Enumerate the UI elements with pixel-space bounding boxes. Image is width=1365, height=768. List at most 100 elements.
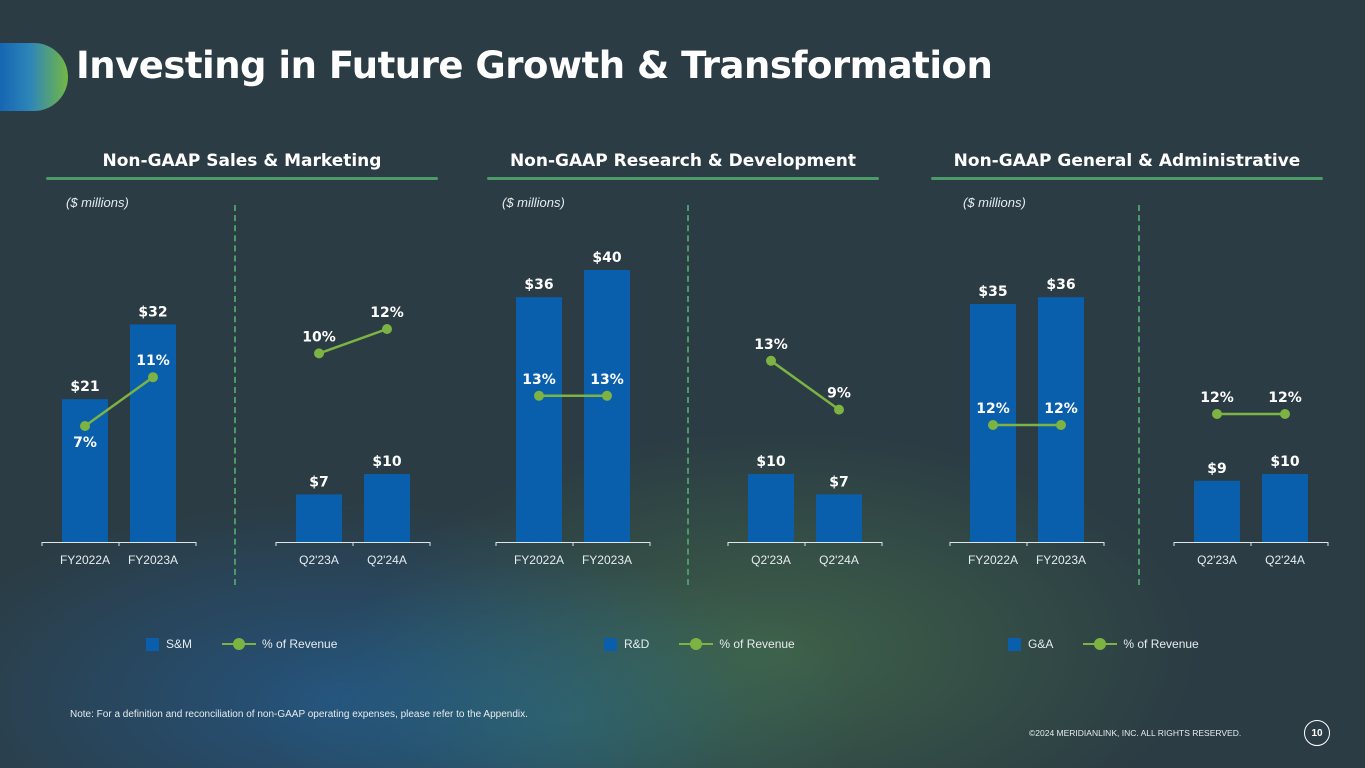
page-number: 10 xyxy=(1304,720,1330,746)
chart-group: $21 FY2022A $32 FY2023A 7% 11% xyxy=(41,304,197,567)
legend-line-marker xyxy=(222,637,257,651)
legend-line-marker xyxy=(679,637,714,651)
bar xyxy=(1038,297,1084,542)
footnote: Note: For a definition and reconciliatio… xyxy=(70,709,528,720)
chart-divider xyxy=(687,205,689,585)
bar xyxy=(364,474,410,542)
bar xyxy=(584,270,630,542)
panel-rule xyxy=(46,177,438,180)
legend-line-marker xyxy=(1083,637,1118,651)
pct-value-label: 13% xyxy=(754,337,788,353)
pct-point xyxy=(382,324,392,334)
bar-value-label: $10 xyxy=(372,454,401,470)
x-tick-label: Q2'24A xyxy=(367,553,407,567)
legend: S&M % of Revenue xyxy=(146,635,337,653)
legend-bar-swatch xyxy=(146,637,159,651)
panel-sales-marketing: Non-GAAP Sales & Marketing ($ millions) … xyxy=(46,145,438,665)
pct-point xyxy=(80,421,90,431)
panel-title: Non-GAAP Sales & Marketing xyxy=(102,151,382,171)
pct-value-label: 11% xyxy=(136,353,170,369)
panel-research-development: Non-GAAP Research & Development ($ milli… xyxy=(487,145,879,665)
bar-value-label: $21 xyxy=(70,379,99,395)
chart-divider xyxy=(234,205,236,585)
x-tick-label: Q2'24A xyxy=(1265,553,1305,567)
x-tick-label: Q2'23A xyxy=(299,553,339,567)
x-tick-label: Q2'24A xyxy=(819,553,859,567)
pct-point xyxy=(148,372,158,383)
legend: R&D % of Revenue xyxy=(604,635,795,653)
pct-value-label: 7% xyxy=(73,435,97,451)
pct-value-label: 12% xyxy=(1268,390,1302,406)
copyright: ©2024 MERIDIANLINK, INC. ALL RIGHTS RESE… xyxy=(1029,728,1242,738)
legend: G&A % of Revenue xyxy=(1008,635,1199,653)
units-label: ($ millions) xyxy=(963,195,1026,210)
legend-bar-label: G&A xyxy=(1028,637,1054,651)
pct-value-label: 13% xyxy=(590,372,624,388)
panel-general-administrative: Non-GAAP General & Administrative ($ mil… xyxy=(931,145,1323,665)
x-tick-label: FY2022A xyxy=(60,553,110,567)
chart-divider xyxy=(1138,205,1140,585)
chart-group: $35 FY2022A $36 FY2023A 12% 12% xyxy=(949,277,1105,567)
bar-value-label: $9 xyxy=(1207,461,1226,477)
pct-point xyxy=(314,348,324,359)
pct-value-label: 12% xyxy=(1044,401,1078,417)
legend-bar-swatch xyxy=(1008,637,1021,651)
legend-line-label: % of Revenue xyxy=(262,637,338,651)
legend-bar-label: S&M xyxy=(166,637,193,651)
pct-point xyxy=(766,355,776,366)
bar xyxy=(130,324,176,542)
x-tick-label: FY2022A xyxy=(514,553,564,567)
units-label: ($ millions) xyxy=(502,195,565,210)
bar xyxy=(516,297,562,542)
legend-line-label: % of Revenue xyxy=(1123,637,1199,651)
x-tick-label: FY2022A xyxy=(968,553,1018,567)
x-tick-label: Q2'23A xyxy=(1197,553,1237,567)
pct-value-label: 13% xyxy=(522,372,556,388)
bar-value-label: $10 xyxy=(1270,454,1299,470)
pct-point xyxy=(1212,409,1222,419)
title-accent-pill xyxy=(0,43,68,111)
bar-value-label: $7 xyxy=(829,474,848,490)
pct-point xyxy=(834,404,844,415)
chart-group: $10 Q2'23A $7 Q2'24A 13% 9% xyxy=(727,337,883,567)
chart-group: $9 Q2'23A $10 Q2'24A 12% 12% xyxy=(1173,390,1329,567)
pct-line xyxy=(770,359,840,411)
bar xyxy=(296,494,342,542)
pct-point xyxy=(988,420,998,430)
pct-point xyxy=(534,390,544,401)
pct-value-label: 12% xyxy=(1200,390,1234,406)
pct-value-label: 10% xyxy=(302,329,336,345)
panel-rule xyxy=(931,177,1323,180)
bar-value-label: $32 xyxy=(138,304,167,320)
pct-line xyxy=(84,376,154,428)
legend-line-label: % of Revenue xyxy=(719,637,795,651)
x-tick-label: FY2023A xyxy=(582,553,632,567)
chart-group: $36 FY2022A $40 FY2023A 13% 13% xyxy=(495,250,651,567)
bar xyxy=(1194,480,1240,542)
pct-point xyxy=(602,390,612,401)
bar-value-label: $35 xyxy=(978,284,1007,300)
bar-value-label: $36 xyxy=(1046,277,1075,293)
x-tick-label: FY2023A xyxy=(1036,553,1086,567)
bar-value-label: $7 xyxy=(309,474,328,490)
bar-value-label: $36 xyxy=(524,277,553,293)
units-label: ($ millions) xyxy=(66,195,129,210)
x-tick-label: Q2'23A xyxy=(751,553,791,567)
bar xyxy=(816,494,862,542)
panel-title: Non-GAAP Research & Development xyxy=(509,151,857,171)
bar xyxy=(748,474,794,542)
pct-point xyxy=(1056,420,1066,430)
pct-value-label: 12% xyxy=(370,305,404,321)
legend-bar-swatch xyxy=(604,637,617,651)
bar-value-label: $40 xyxy=(592,250,621,266)
panel-rule xyxy=(487,177,879,180)
bar-value-label: $10 xyxy=(756,454,785,470)
page-title: Investing in Future Growth & Transformat… xyxy=(76,44,993,87)
pct-point xyxy=(1280,409,1290,419)
pct-line xyxy=(318,327,388,355)
pct-value-label: 12% xyxy=(976,401,1010,417)
panel-title: Non-GAAP General & Administrative xyxy=(953,151,1301,171)
pct-value-label: 9% xyxy=(827,386,851,402)
bar xyxy=(1262,474,1308,542)
